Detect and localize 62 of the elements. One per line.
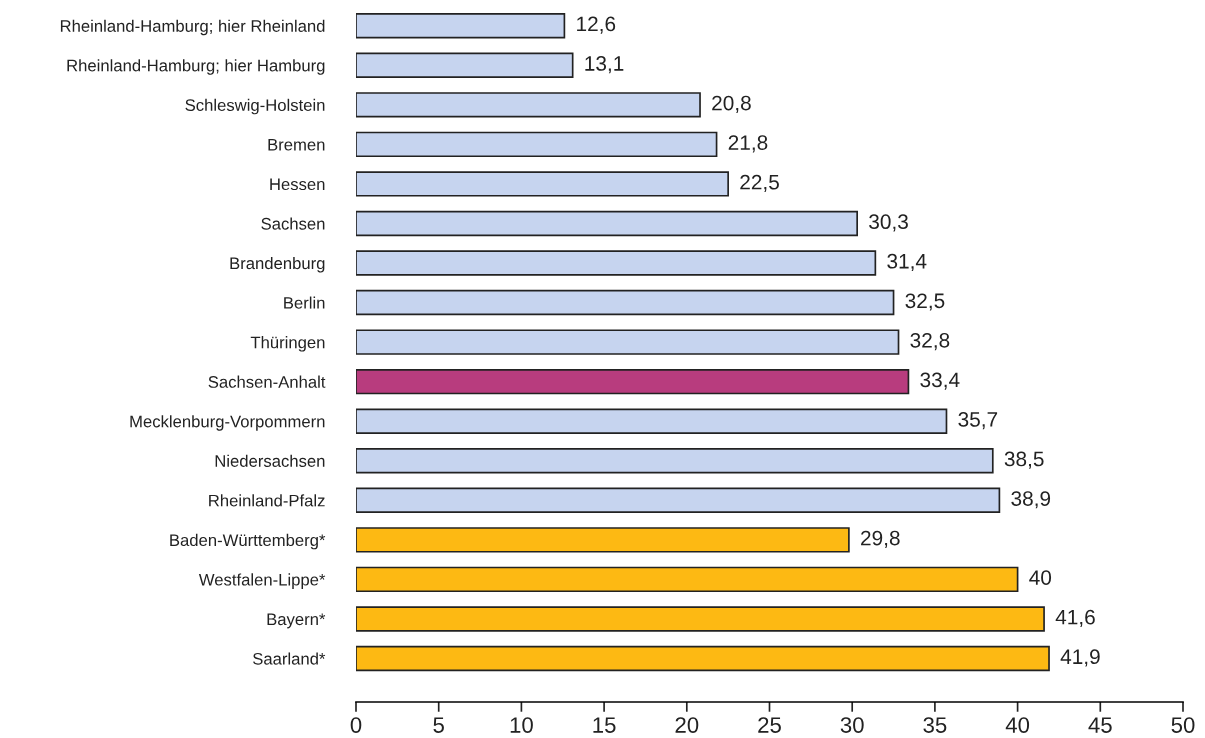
data-label: 12,6	[577, 16, 616, 34]
bar	[356, 52, 574, 78]
y-tick-label: Westfalen-Lippe*	[198, 573, 326, 589]
x-tick-label: 0	[350, 717, 362, 733]
data-label: 32,5	[905, 293, 945, 311]
y-tick-label: Bremen	[268, 138, 325, 151]
data-label: 32,8	[910, 332, 950, 351]
y-tick-label: Mecklenburg-Vorpommern	[130, 415, 325, 431]
x-tick-label: 10	[510, 717, 533, 733]
bar	[356, 408, 948, 434]
bar	[356, 527, 850, 553]
y-tick-label: Schleswig-Holstein	[185, 98, 325, 115]
data-label: 30,3	[869, 214, 908, 232]
data-label: 40	[1029, 570, 1052, 585]
data-label: 13,1	[585, 56, 624, 74]
y-tick-label: Sachsen	[261, 217, 325, 230]
bar	[356, 171, 729, 197]
y-tick-label: Saarland*	[253, 652, 326, 665]
y-tick-label: Berlin	[284, 296, 325, 309]
x-tick-label: 50	[1171, 717, 1195, 733]
data-label: 31,4	[887, 253, 927, 272]
x-tick-label: 25	[758, 717, 781, 733]
bar	[356, 289, 895, 316]
bar	[356, 566, 1019, 593]
data-label: 38,9	[1011, 491, 1051, 509]
bar	[356, 329, 900, 355]
x-tick-label: 5	[433, 717, 444, 733]
bar	[356, 13, 566, 39]
y-tick-label: Sachsen-Anhalt	[208, 375, 326, 388]
y-tick-label: Thüringen	[250, 336, 325, 352]
x-tick-label: 20	[675, 717, 699, 733]
data-label: 20,8	[712, 95, 751, 113]
x-tick-label: 35	[923, 717, 947, 733]
bar	[356, 92, 701, 118]
data-label: 35,7	[958, 412, 998, 430]
bar	[356, 368, 910, 395]
y-tick-label: Rheinland-Hamburg; hier Rheinland	[60, 19, 325, 36]
bar	[356, 487, 1001, 514]
y-tick-label: Rheinland-Hamburg; hier Hamburg	[67, 59, 325, 75]
data-label: 38,5	[1004, 451, 1044, 469]
y-tick-label: Hessen	[270, 178, 325, 191]
y-tick-label: Rheinland-Pfalz	[209, 494, 325, 507]
bar	[356, 210, 858, 237]
x-tick-label: 30	[840, 717, 864, 733]
bar	[356, 250, 877, 276]
x-tick-label: 40	[1005, 717, 1030, 733]
data-label: 33,4	[920, 372, 960, 390]
bar	[356, 606, 1045, 632]
x-tick-label: 45	[1088, 717, 1112, 733]
data-label: 41,6	[1055, 609, 1095, 627]
y-tick-label: Niedersachsen	[215, 454, 325, 467]
data-label: 29,8	[861, 530, 900, 548]
data-label: 21,8	[728, 135, 768, 153]
y-tick-label: Brandenburg	[230, 256, 325, 273]
y-tick-label: Bayern*	[267, 613, 326, 629]
data-label: 22,5	[740, 174, 779, 192]
bar	[356, 131, 718, 158]
bar	[356, 448, 994, 474]
data-label: 41,9	[1060, 649, 1100, 667]
bar	[356, 645, 1050, 672]
x-tick-label: 15	[593, 717, 616, 733]
y-tick-label: Baden-Württemberg*	[170, 533, 326, 550]
